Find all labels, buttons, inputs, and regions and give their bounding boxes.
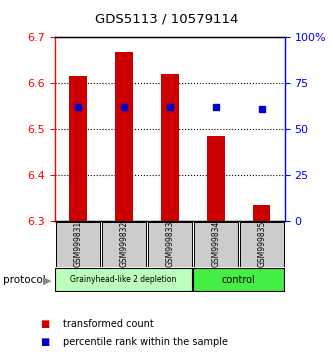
Text: protocol: protocol <box>3 275 46 285</box>
Bar <box>161 74 178 221</box>
Bar <box>148 222 192 267</box>
Text: GSM999833: GSM999833 <box>165 221 174 268</box>
Bar <box>193 268 284 291</box>
Text: ▶: ▶ <box>43 275 52 285</box>
Text: transformed count: transformed count <box>63 319 154 329</box>
Bar <box>253 205 270 221</box>
Bar <box>102 222 146 267</box>
Text: percentile rank within the sample: percentile rank within the sample <box>63 337 228 347</box>
Bar <box>240 222 284 267</box>
Text: GSM999831: GSM999831 <box>73 221 83 267</box>
Bar <box>115 52 133 221</box>
Bar <box>69 76 87 221</box>
Text: GSM999832: GSM999832 <box>119 221 129 267</box>
Text: ■: ■ <box>40 337 49 347</box>
Bar <box>55 268 192 291</box>
Text: GSM999834: GSM999834 <box>211 221 220 268</box>
Text: GSM999835: GSM999835 <box>257 221 266 268</box>
Bar <box>207 136 224 221</box>
Text: Grainyhead-like 2 depletion: Grainyhead-like 2 depletion <box>70 275 176 284</box>
Text: ■: ■ <box>40 319 49 329</box>
Bar <box>56 222 100 267</box>
Text: control: control <box>222 275 256 285</box>
Text: GDS5113 / 10579114: GDS5113 / 10579114 <box>95 12 238 25</box>
Bar <box>194 222 238 267</box>
